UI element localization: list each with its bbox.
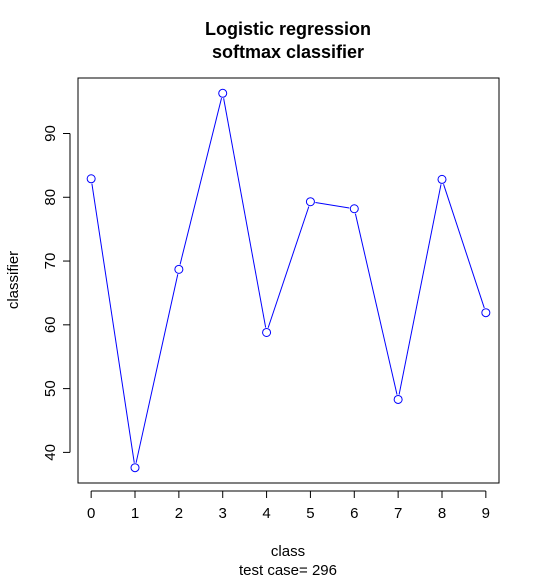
line-segment — [135, 274, 179, 463]
line-segment — [398, 184, 442, 395]
plot-frame — [77, 77, 500, 484]
x-tick-label: 9 — [482, 505, 490, 522]
y-axis-label: classifier — [5, 251, 22, 309]
x-tick-label: 3 — [219, 505, 227, 522]
y-tick-label: 70 — [42, 253, 59, 270]
y-tick-label: 50 — [42, 380, 59, 397]
line-segment — [315, 202, 350, 209]
line-segment — [91, 183, 135, 463]
series-line — [86, 88, 491, 473]
x-axis-sublabel: test case= 296 — [239, 562, 337, 579]
line-segment — [354, 213, 398, 395]
data-point — [174, 264, 184, 274]
y-tick-label: 90 — [42, 125, 59, 142]
data-point — [86, 174, 96, 184]
y-tick-label: 80 — [42, 189, 59, 206]
data-point — [262, 327, 272, 337]
data-point — [349, 204, 359, 214]
data-point — [305, 197, 315, 207]
x-axis-label: class — [271, 543, 305, 560]
data-point — [218, 88, 228, 98]
x-tick-label: 0 — [87, 505, 95, 522]
x-tick-label: 7 — [394, 505, 402, 522]
line-segment — [223, 98, 267, 328]
line-segment — [179, 98, 222, 265]
x-tick-label: 8 — [438, 505, 446, 522]
y-tick-label: 40 — [42, 444, 59, 461]
line-segment — [443, 184, 485, 309]
y-tick-label: 60 — [42, 316, 59, 333]
y-axis: 40 50 60 70 80 90 — [42, 125, 71, 461]
x-tick-label: 2 — [175, 505, 183, 522]
x-axis: 0 1 2 3 4 5 6 7 8 9 — [87, 490, 490, 522]
chart-title-line-1: Logistic regression — [205, 19, 371, 39]
x-tick-label: 5 — [306, 505, 314, 522]
x-tick-label: 4 — [262, 505, 270, 522]
x-tick-label: 1 — [131, 505, 139, 522]
data-point — [393, 394, 403, 404]
data-point — [481, 308, 491, 318]
x-tick-label: 6 — [350, 505, 358, 522]
data-point — [130, 463, 140, 473]
line-segment — [267, 206, 310, 328]
chart-title-line-2: softmax classifier — [212, 42, 364, 62]
data-point — [437, 174, 447, 184]
